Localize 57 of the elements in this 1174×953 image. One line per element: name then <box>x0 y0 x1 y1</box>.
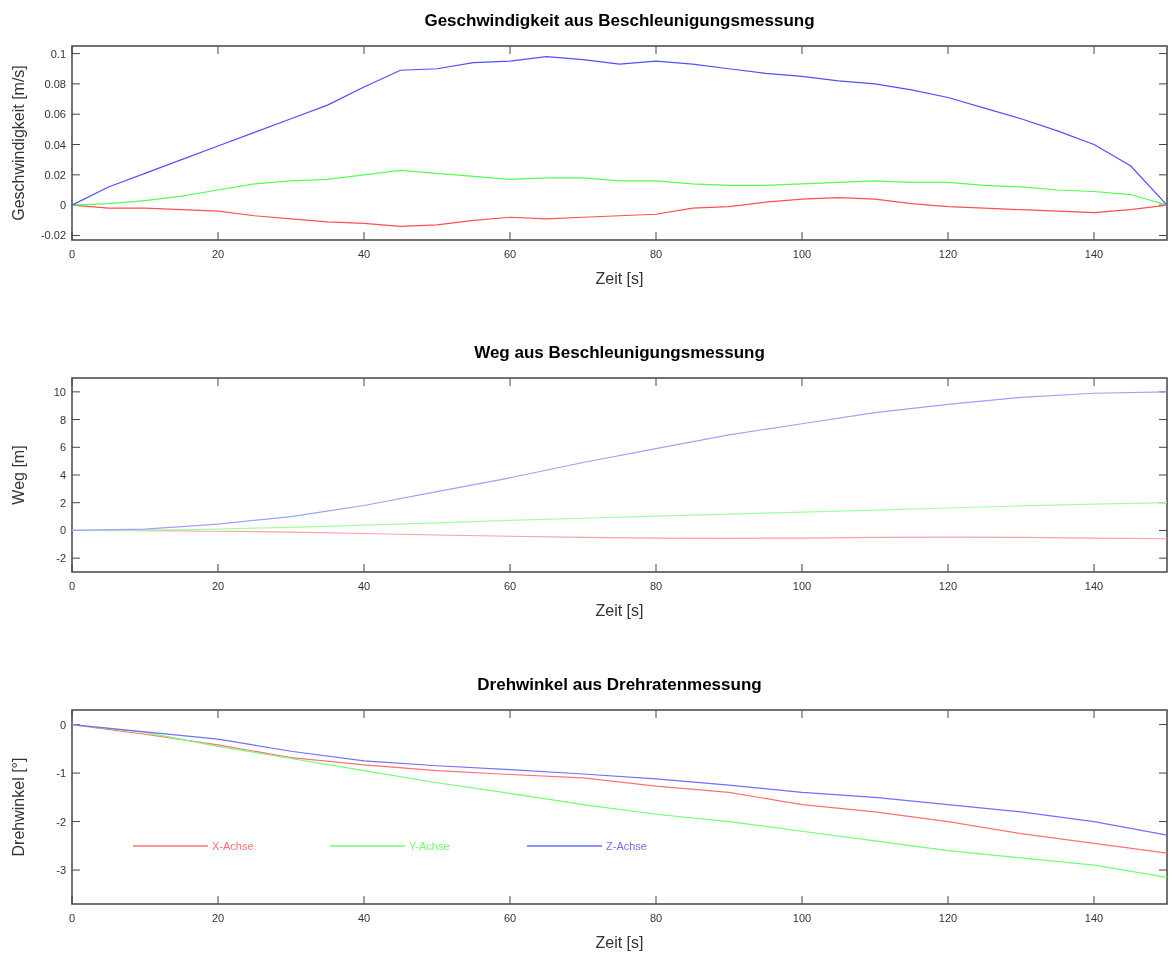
text: Z-Achse <box>606 840 647 852</box>
x-tick-label: 100 <box>792 248 812 260</box>
x-tick-label: 80 <box>649 580 663 592</box>
y-tick-label: 4 <box>59 469 66 481</box>
x-axis-title: Zeit [s] <box>595 270 644 287</box>
x-tick-label: 100 <box>792 580 812 592</box>
y-tick-label: 0.1 <box>50 47 66 60</box>
y-tick-label: 0.02 <box>44 168 66 181</box>
y-tick-label: 0.06 <box>44 108 66 121</box>
x-tick-label: 80 <box>649 912 663 924</box>
text: Y-Achse <box>409 840 450 852</box>
chart-title: Geschwindigkeit aus Beschleunigungsmessung <box>424 11 815 30</box>
x-tick-label: 120 <box>938 580 958 592</box>
x-axis-title: Zeit [s] <box>595 934 644 951</box>
x-tick-label: 40 <box>357 912 371 924</box>
x-tick-label: 20 <box>211 912 225 924</box>
y-tick-label: 2 <box>59 496 66 509</box>
y-tick-label: -3 <box>56 864 66 877</box>
x-axis-title: Zeit [s] <box>595 602 644 619</box>
x-tick-label: 120 <box>938 248 958 260</box>
y-tick-label: -0.02 <box>40 229 66 242</box>
y-tick-label: 8 <box>59 413 66 426</box>
x-tick-label: 100 <box>792 912 812 924</box>
y-tick-label: 0 <box>59 718 66 731</box>
y-tick-label: -1 <box>56 767 66 780</box>
x-tick-label: 120 <box>938 912 958 924</box>
y-axis-title: Weg [m] <box>10 445 27 505</box>
x-tick-label: 40 <box>357 248 371 260</box>
y-tick-label: 0.04 <box>44 138 66 151</box>
chart-title: Drehwinkel aus Drehratenmessung <box>477 675 762 694</box>
x-tick-label: 20 <box>211 248 225 260</box>
y-axis-title: Geschwindigkeit [m/s] <box>10 65 27 221</box>
x-tick-label: 60 <box>503 580 517 592</box>
line-series <box>71 56 1168 206</box>
x-tick-label: 80 <box>649 248 663 260</box>
x-tick-label: 0 <box>68 580 76 592</box>
y-tick-label: -2 <box>56 552 66 565</box>
x-tick-label: 60 <box>503 912 517 924</box>
x-tick-label: 0 <box>68 912 76 924</box>
chart-title: Weg aus Beschleunigungsmessung <box>474 343 765 362</box>
x-tick-label: 0 <box>68 248 76 260</box>
y-tick-label: 6 <box>59 441 66 454</box>
x-tick-label: 40 <box>357 580 371 592</box>
y-tick-label: -2 <box>56 815 66 828</box>
x-tick-label: 20 <box>211 580 225 592</box>
y-tick-label: 0 <box>59 199 66 212</box>
x-tick-label: 140 <box>1084 912 1104 924</box>
y-tick-label: 10 <box>53 385 66 398</box>
x-tick-label: 140 <box>1084 580 1104 592</box>
text: X-Achse <box>212 840 254 852</box>
y-axis-title: Drehwinkel [°] <box>10 757 27 857</box>
line-series <box>71 169 1168 206</box>
y-tick-label: 0.08 <box>44 77 66 90</box>
line-series <box>71 391 1168 532</box>
x-tick-label: 140 <box>1084 248 1104 260</box>
y-tick-label: 0 <box>59 524 66 537</box>
x-tick-label: 60 <box>503 248 517 260</box>
